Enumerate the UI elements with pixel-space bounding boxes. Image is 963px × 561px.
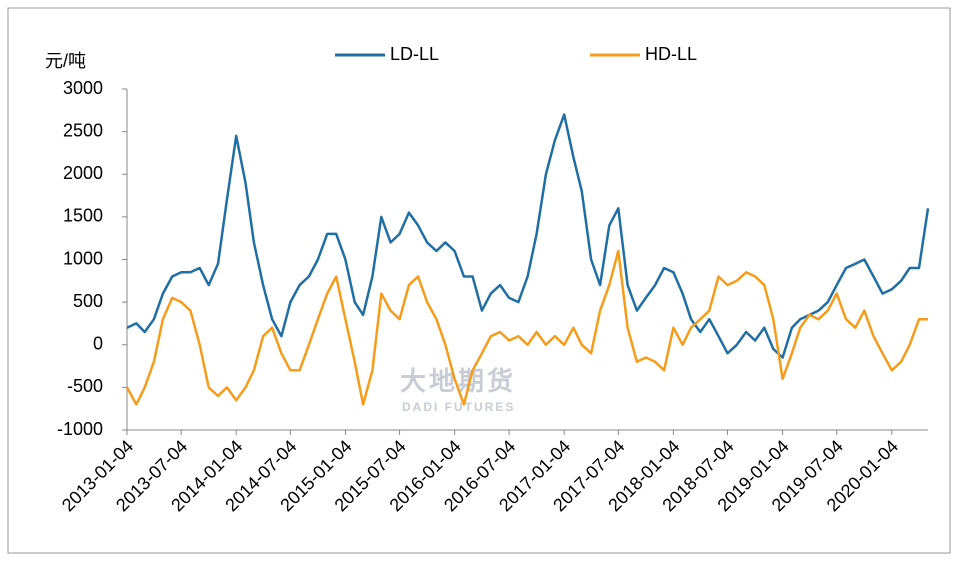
watermark: DADI FUTURES	[402, 400, 515, 414]
y-tick-label: 500	[73, 291, 103, 311]
y-tick-label: -1000	[57, 419, 103, 439]
chart-frame	[7, 7, 951, 554]
y-tick-label: 1500	[63, 206, 103, 226]
y-tick-label: 1000	[63, 248, 103, 268]
y-axis-label: 元/吨	[45, 51, 86, 71]
series-line	[126, 113, 930, 359]
y-tick-label: 2000	[63, 163, 103, 183]
legend-label: HD-LL	[645, 44, 697, 64]
legend-label: LD-LL	[390, 44, 439, 64]
y-tick-label: 3000	[63, 78, 103, 98]
y-tick-label: 0	[93, 334, 103, 354]
y-tick-label: -500	[67, 376, 103, 396]
series-line	[125, 249, 928, 406]
y-tick-label: 2500	[63, 120, 103, 140]
